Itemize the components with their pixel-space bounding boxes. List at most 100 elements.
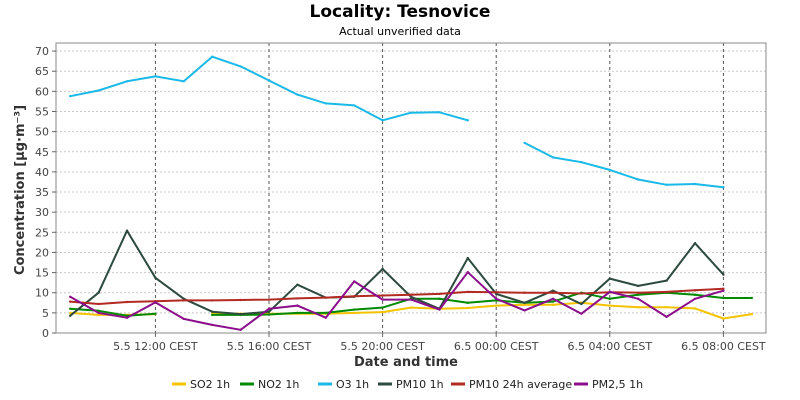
y-tick-label: 55 bbox=[35, 105, 49, 118]
data-point bbox=[97, 311, 100, 315]
data-point bbox=[466, 256, 469, 260]
data-point bbox=[324, 311, 327, 315]
data-point bbox=[523, 301, 526, 304]
data-point bbox=[693, 307, 697, 310]
data-point bbox=[580, 292, 583, 295]
x-axis: 5.5 12:00 CEST 5.5 16:00 CEST 5.5 20:00 CE… bbox=[113, 333, 766, 353]
data-point bbox=[665, 290, 668, 294]
data-point bbox=[324, 296, 327, 299]
y-tick-label: 10 bbox=[35, 287, 49, 300]
data-point bbox=[125, 316, 129, 319]
data-point bbox=[637, 306, 640, 309]
data-point bbox=[296, 297, 299, 300]
data-point bbox=[125, 300, 129, 304]
data-point bbox=[551, 156, 555, 159]
data-point bbox=[353, 280, 356, 283]
data-point bbox=[211, 323, 214, 327]
data-point bbox=[722, 287, 725, 290]
data-point bbox=[97, 309, 100, 312]
data-point bbox=[409, 295, 413, 298]
series-line bbox=[524, 142, 724, 189]
chart-subtitle: Actual unverified data bbox=[339, 25, 461, 38]
data-point bbox=[438, 297, 441, 300]
y-tick-label: 20 bbox=[35, 246, 49, 259]
y-tick-label: 65 bbox=[35, 65, 49, 78]
data-point bbox=[693, 293, 697, 296]
data-point bbox=[495, 297, 498, 300]
x-tick-label: 5.5 12:00 CEST bbox=[113, 340, 198, 353]
legend-label: SO2 1h bbox=[190, 378, 230, 391]
data-point bbox=[154, 312, 157, 315]
series-5 bbox=[69, 271, 725, 331]
data-point bbox=[523, 309, 526, 312]
data-point bbox=[381, 298, 384, 301]
y-tick-label: 40 bbox=[35, 166, 49, 179]
data-point bbox=[69, 314, 72, 317]
legend-item: SO2 1h bbox=[172, 378, 230, 391]
data-point bbox=[409, 293, 413, 296]
series-0 bbox=[69, 301, 753, 320]
data-point bbox=[154, 301, 157, 304]
data-point bbox=[381, 310, 384, 314]
data-point bbox=[722, 296, 725, 300]
data-point bbox=[97, 302, 100, 306]
data-point bbox=[267, 313, 271, 316]
data-point bbox=[69, 307, 72, 310]
data-point bbox=[239, 312, 242, 316]
data-point bbox=[324, 316, 327, 319]
data-point bbox=[665, 183, 668, 186]
data-point bbox=[750, 312, 753, 316]
data-point bbox=[97, 89, 100, 92]
data-point bbox=[750, 296, 753, 300]
y-tick-label: 45 bbox=[35, 146, 49, 159]
data-point bbox=[608, 290, 611, 294]
data-point bbox=[693, 289, 697, 292]
data-point bbox=[466, 301, 469, 304]
x-tick-label: 5.5 16:00 CEST bbox=[227, 340, 312, 353]
data-point bbox=[722, 289, 725, 292]
data-point bbox=[125, 229, 129, 232]
data-point bbox=[69, 95, 72, 98]
y-tick-label: 60 bbox=[35, 85, 49, 98]
data-point bbox=[523, 291, 526, 294]
data-point bbox=[182, 80, 185, 83]
legend-item: PM10 24h average bbox=[451, 378, 572, 391]
data-point bbox=[665, 279, 668, 282]
data-point bbox=[267, 79, 271, 82]
x-tick-label: 5.5 20:00 CEST bbox=[340, 340, 425, 353]
data-point bbox=[523, 141, 526, 145]
data-point bbox=[353, 104, 356, 107]
data-point bbox=[637, 284, 640, 288]
data-point bbox=[665, 306, 668, 309]
data-point bbox=[551, 303, 555, 306]
data-point bbox=[182, 317, 185, 321]
data-point bbox=[267, 310, 271, 313]
data-point bbox=[409, 111, 413, 114]
data-point bbox=[296, 283, 299, 286]
legend-label: PM2,5 1h bbox=[592, 378, 643, 391]
data-point bbox=[466, 290, 469, 294]
legend-label: PM10 1h bbox=[396, 378, 444, 391]
data-point bbox=[551, 291, 555, 294]
data-point bbox=[722, 273, 725, 276]
data-point bbox=[239, 65, 242, 68]
data-point bbox=[637, 297, 640, 300]
data-point bbox=[182, 299, 185, 302]
data-point bbox=[409, 298, 413, 301]
data-point bbox=[69, 300, 72, 303]
data-point bbox=[296, 93, 299, 96]
data-point bbox=[466, 271, 469, 274]
data-point bbox=[239, 298, 242, 302]
data-point bbox=[154, 276, 157, 279]
plot-area bbox=[55, 42, 767, 334]
data-point bbox=[211, 313, 214, 317]
data-point bbox=[381, 267, 384, 271]
data-point bbox=[693, 297, 697, 300]
data-point bbox=[637, 291, 640, 294]
data-point bbox=[637, 293, 640, 296]
data-point bbox=[495, 304, 498, 307]
data-point bbox=[211, 299, 214, 302]
data-point bbox=[438, 292, 441, 296]
x-axis-label: Date and time bbox=[354, 355, 458, 370]
y-tick-label: 0 bbox=[42, 327, 49, 340]
